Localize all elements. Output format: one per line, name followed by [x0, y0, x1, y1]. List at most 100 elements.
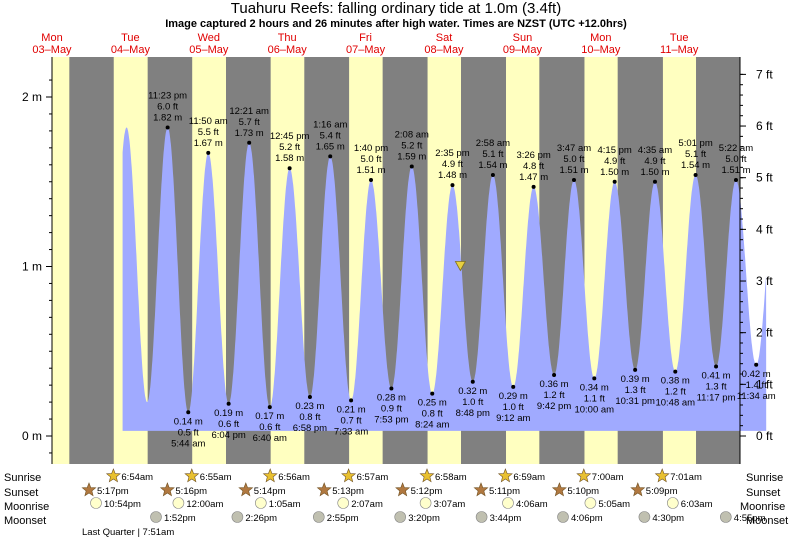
low-tide-point	[349, 398, 354, 403]
low-tide-metres: 0.19 m	[214, 408, 243, 419]
high-tide-feet: 5.0 ft	[360, 154, 381, 165]
sunrise-time: 6:58am	[435, 472, 467, 483]
moonrise-time: 12:00am	[186, 499, 223, 510]
sunrise-time: 6:56am	[278, 472, 310, 483]
high-tide-feet: 4.9 ft	[644, 156, 665, 167]
high-tide-time: 12:45 pm	[270, 131, 310, 142]
low-tide-feet: 0.7 ft	[341, 415, 362, 426]
high-tide-point	[652, 179, 657, 184]
sunset-icon	[81, 482, 97, 497]
low-tide-metres: 0.41 m	[702, 371, 731, 382]
right-tick-label: 1 ft	[756, 377, 773, 391]
low-tide-point	[511, 384, 516, 389]
moonset-icon	[150, 511, 162, 523]
chart-title: Tuahuru Reefs: falling ordinary tide at …	[231, 0, 561, 17]
day-label-date: 03–May	[32, 44, 72, 56]
sunset-icon	[238, 482, 254, 497]
high-tide-point	[531, 184, 536, 189]
low-tide-point	[389, 386, 394, 391]
high-tide-time: 1:16 am	[313, 119, 347, 130]
low-tide-time: 9:42 pm	[537, 401, 571, 412]
low-tide-time: 7:33 am	[334, 426, 368, 437]
low-tide-metres: 0.21 m	[337, 404, 366, 415]
low-tide-feet: 0.6 ft	[259, 422, 280, 433]
high-tide-time: 1:40 pm	[354, 143, 388, 154]
moonrise-icon	[337, 497, 350, 509]
sunrise-time: 6:54am	[121, 472, 153, 483]
moonset-icon	[638, 511, 651, 523]
moonrise-time: 1:05am	[269, 499, 301, 510]
sunrise-row-label-right: Sunrise	[746, 472, 783, 484]
day-label-dow: Thu	[278, 32, 297, 44]
low-tide-point	[592, 376, 597, 381]
right-tick-label: 4 ft	[756, 222, 773, 236]
moonset-icon	[394, 511, 407, 523]
day-label-date: 11–May	[660, 44, 699, 56]
high-tide-time: 2:58 am	[476, 138, 510, 149]
sunset-row-label-left: Sunset	[4, 487, 38, 499]
low-tide-point	[552, 372, 557, 377]
low-tide-feet: 1.4 ft	[746, 380, 767, 391]
low-tide-time: 11:34 am	[737, 391, 776, 402]
high-tide-metres: 1.58 m	[275, 153, 304, 164]
low-tide-metres: 0.17 m	[255, 411, 284, 422]
sunset-icon	[551, 482, 567, 497]
moonrise-icon	[666, 497, 679, 509]
day-label-dow: Tue	[121, 32, 140, 44]
moonrise-time: 4:06am	[516, 499, 548, 510]
sunrise-row-label-left: Sunrise	[4, 472, 41, 484]
high-tide-time: 2:08 am	[395, 129, 429, 140]
sunrise-icon	[654, 468, 670, 483]
sunrise-time: 6:57am	[357, 472, 389, 483]
high-tide-point	[287, 166, 292, 171]
left-tick-label: 0 m	[22, 429, 42, 443]
sunrise-icon	[105, 468, 121, 483]
sunset-row-label-right: Sunset	[746, 487, 780, 499]
day-label-date: 10–May	[581, 44, 621, 56]
day-label-dow: Fri	[359, 32, 372, 44]
low-tide-metres: 0.39 m	[621, 374, 650, 385]
moonset-time: 3:44pm	[490, 513, 522, 524]
sunset-icon	[316, 482, 332, 497]
low-tide-time: 10:31 pm	[615, 396, 655, 407]
low-tide-point	[754, 362, 759, 367]
high-tide-feet: 4.9 ft	[604, 156, 625, 167]
moonrise-time: 6:03am	[681, 499, 713, 510]
sunset-icon	[473, 482, 489, 497]
high-tide-feet: 5.0 ft	[563, 154, 584, 165]
moonset-icon	[312, 511, 325, 523]
low-tide-feet: 1.0 ft	[503, 402, 524, 413]
high-tide-metres: 1.67 m	[194, 138, 223, 149]
tide-labels: 11:23 pm6.0 ft1.82 m 0.14 m0.5 ft5:44 am 1…	[148, 91, 776, 450]
sunrise-time: 7:01am	[670, 472, 702, 483]
low-tide-point	[470, 379, 475, 384]
moonset-time: 4:06pm	[571, 513, 603, 524]
day-label-dow: Sat	[436, 32, 453, 44]
chart-subtitle: Image captured 2 hours and 26 minutes af…	[165, 18, 627, 30]
axes: 0 m 1 m 2 m 0 ft 1 ft 2 ft 3 ft 4 ft 5 ft 6 ft 7 f…	[22, 57, 773, 464]
high-tide-point	[247, 140, 252, 145]
low-tide-feet: 0.8 ft	[299, 412, 320, 423]
moonset-icon	[719, 511, 732, 523]
sunrise-icon	[419, 468, 435, 483]
low-tide-metres: 0.25 m	[418, 398, 447, 409]
day-label-dow: Sun	[513, 32, 533, 44]
low-tide-feet: 0.9 ft	[381, 404, 402, 415]
moonrise-icon	[90, 497, 102, 509]
sunset-time: 5:12pm	[411, 486, 443, 497]
moon-phase-label: Last Quarter | 7:51am	[82, 527, 174, 538]
low-tide-metres: 0.34 m	[580, 382, 609, 393]
low-tide-feet: 1.2 ft	[544, 390, 565, 401]
high-tide-metres: 1.47 m	[519, 172, 548, 183]
sun-moon-table: Sunrise Sunset Moonrise Moonset Sunrise …	[4, 468, 788, 538]
low-tide-metres: 0.14 m	[174, 416, 203, 427]
high-tide-metres: 1.51 m	[356, 165, 385, 176]
night-band	[69, 57, 114, 464]
high-tide-feet: 5.0 ft	[725, 154, 746, 165]
low-tide-time: 6:04 pm	[211, 430, 245, 441]
moonset-row-label-right: Moonset	[746, 515, 788, 527]
sunset-time: 5:16pm	[175, 486, 207, 497]
moonset-time: 1:52pm	[164, 513, 196, 524]
high-tide-time: 11:50 am	[189, 116, 228, 127]
